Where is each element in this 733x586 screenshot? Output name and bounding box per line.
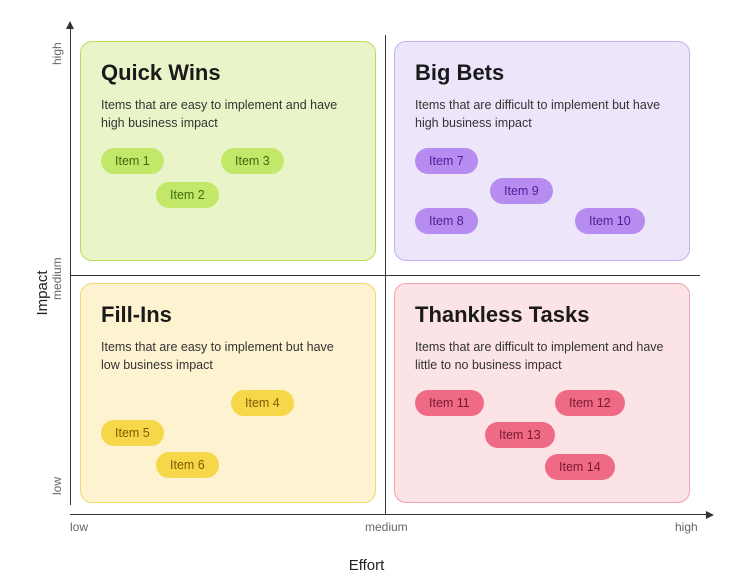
vertical-midline — [385, 35, 386, 515]
item-pill[interactable]: Item 7 — [415, 148, 478, 174]
quadrant-quick-wins: Quick Wins Items that are easy to implem… — [80, 41, 376, 261]
item-pill[interactable]: Item 3 — [221, 148, 284, 174]
x-tick-low: low — [70, 520, 88, 534]
quadrant-items: Item 11 Item 12Item 13 Item 14 — [415, 390, 669, 490]
item-pill[interactable]: Item 1 — [101, 148, 164, 174]
item-pill[interactable]: Item 9 — [490, 178, 553, 204]
quadrant-items: Item 7 Item 9 Item 8 Item 10 — [415, 148, 669, 248]
y-axis-label: Impact — [34, 270, 51, 315]
y-axis-line — [70, 25, 71, 505]
quadrant-description: Items that are easy to implement but hav… — [101, 338, 355, 374]
quadrant-title: Big Bets — [415, 60, 669, 86]
quadrant-description: Items that are easy to implement and hav… — [101, 96, 355, 132]
item-pill[interactable]: Item 6 — [156, 452, 219, 478]
quadrant-description: Items that are difficult to implement bu… — [415, 96, 669, 132]
item-pill[interactable]: Item 5 — [101, 420, 164, 446]
x-axis-label: Effort — [349, 557, 385, 574]
x-tick-high: high — [675, 520, 698, 534]
impact-effort-matrix: Quick Wins Items that are easy to implem… — [70, 35, 700, 515]
quadrant-description: Items that are difficult to implement an… — [415, 338, 669, 374]
quadrant-fill-ins: Fill-Ins Items that are easy to implemen… — [80, 283, 376, 503]
item-pill[interactable]: Item 12 — [555, 390, 625, 416]
quadrant-thankless-tasks: Thankless Tasks Items that are difficult… — [394, 283, 690, 503]
y-tick-low: low — [50, 477, 64, 495]
x-tick-medium: medium — [365, 520, 408, 534]
item-pill[interactable]: Item 10 — [575, 208, 645, 234]
item-pill[interactable]: Item 8 — [415, 208, 478, 234]
quadrant-big-bets: Big Bets Items that are difficult to imp… — [394, 41, 690, 261]
item-pill[interactable]: Item 13 — [485, 422, 555, 448]
item-pill[interactable]: Item 4 — [231, 390, 294, 416]
item-pill[interactable]: Item 14 — [545, 454, 615, 480]
y-tick-high: high — [50, 42, 64, 65]
y-tick-medium: medium — [50, 257, 64, 300]
quadrant-items: Item 4 Item 5 Item 6 — [101, 390, 355, 490]
quadrant-title: Fill-Ins — [101, 302, 355, 328]
quadrant-title: Quick Wins — [101, 60, 355, 86]
quadrant-items: Item 1 Item 3Item 2 — [101, 148, 355, 248]
x-axis-line — [70, 514, 710, 515]
quadrant-title: Thankless Tasks — [415, 302, 669, 328]
item-pill[interactable]: Item 2 — [156, 182, 219, 208]
x-axis-arrow-icon — [706, 511, 714, 519]
y-axis-arrow-icon — [66, 21, 74, 29]
item-pill[interactable]: Item 11 — [415, 390, 484, 416]
